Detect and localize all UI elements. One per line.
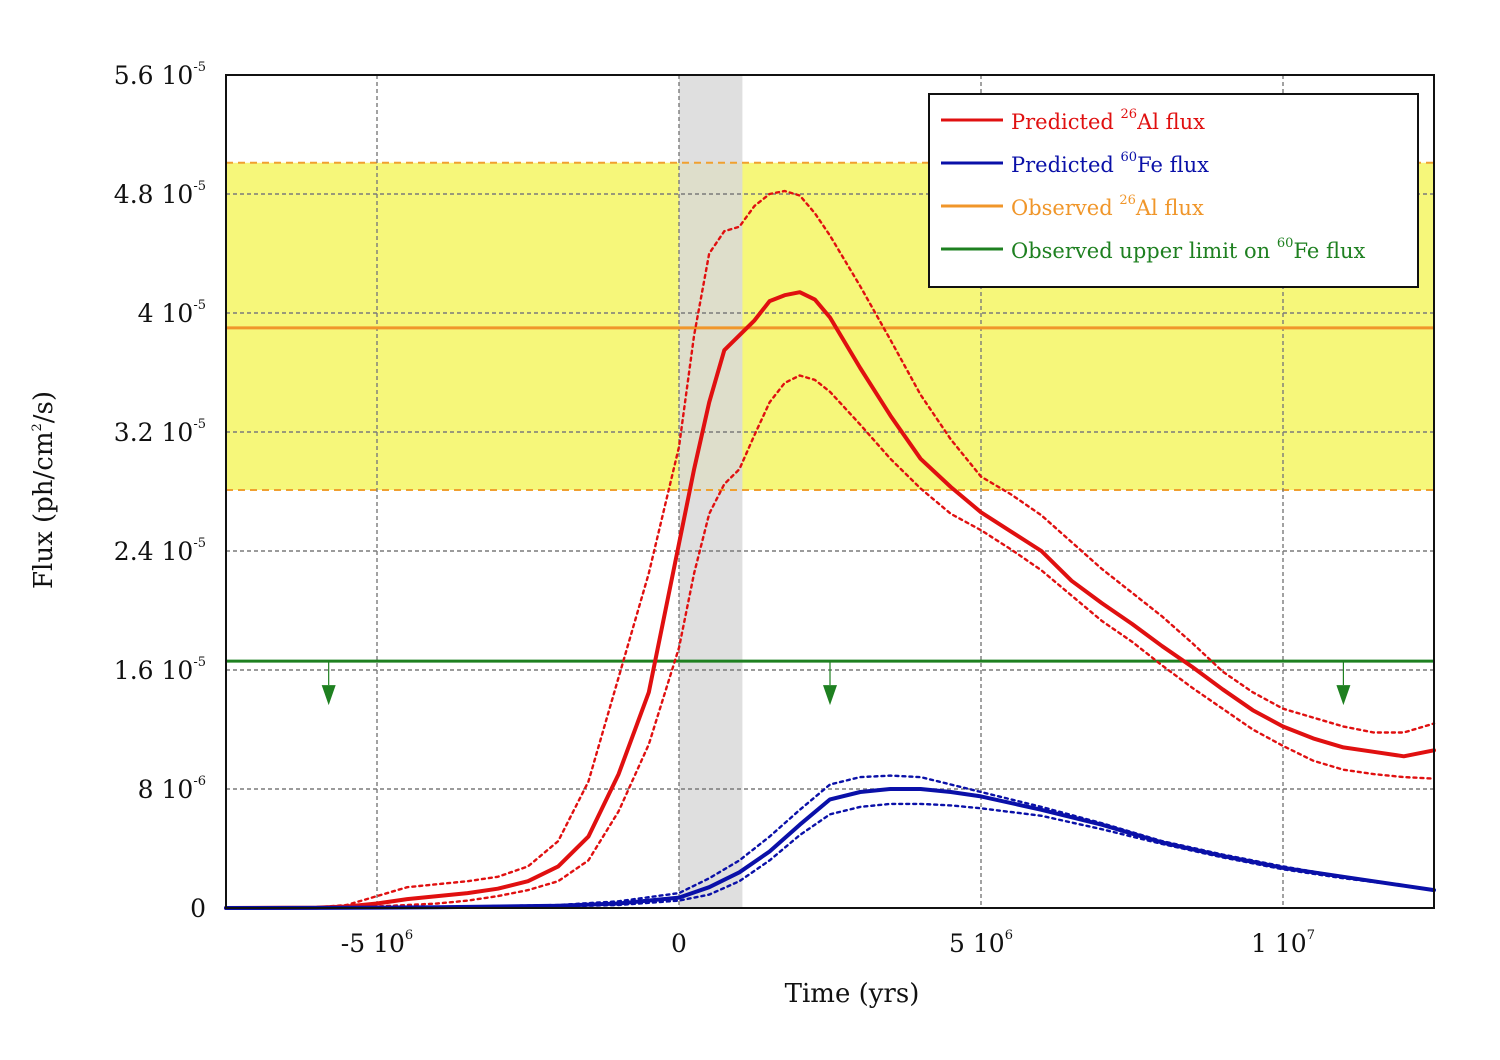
y-axis-title: Flux (ph/cm2/s)	[29, 391, 59, 589]
tick-labels: 0 8 10-6 1.6 10-5 2.4 10-5 3.2 10-5 4 10-5 4.8…	[114, 60, 1315, 958]
series-predicted-60fe-flux-upper-bound	[224, 774, 1436, 910]
y-axis-title-main: Flux (ph/cm	[29, 431, 59, 589]
legend: Predicted 26Al flux Predicted 60Fe flux Ob…	[928, 93, 1419, 288]
x-tick-label: -5 106	[341, 928, 413, 958]
series-predicted-60fe-flux	[224, 787, 1436, 910]
reference-lines	[226, 326, 1434, 706]
y-tick-label: 4 10-5	[138, 298, 206, 328]
series-lines	[224, 189, 1436, 910]
y-tick-label: 2.4 10-5	[114, 536, 206, 566]
series-predicted-26al-flux-upper-bound	[224, 189, 1436, 910]
legend-label: Predicted 60Fe flux	[1011, 150, 1209, 177]
x-tick-label: 5 106	[949, 928, 1013, 958]
series-predicted-26al-flux	[224, 290, 1436, 910]
legend-box	[928, 93, 1419, 288]
series-predicted-60fe-flux-lower-bound	[224, 802, 1436, 910]
y-tick-label: 8 10-6	[138, 774, 206, 804]
y-axis-title-exp: 2	[30, 423, 45, 431]
upper-limit-arrow-head	[1336, 685, 1351, 706]
y-axis-title-tail: /s)	[29, 391, 59, 423]
legend-label: Observed upper limit on 60Fe flux	[1011, 236, 1365, 263]
legend-label: Predicted 26Al flux	[1011, 107, 1205, 134]
legend-label: Observed 26Al flux	[1011, 193, 1204, 220]
y-tick-label: 1.6 10-5	[114, 655, 206, 685]
y-tick-label: 3.2 10-5	[114, 417, 206, 447]
series-predicted-26al-flux-lower-bound	[224, 374, 1436, 910]
y-tick-label: 4.8 10-5	[114, 179, 206, 209]
y-tick-label: 5.6 10-5	[114, 60, 206, 90]
x-axis-title: Time (yrs)	[785, 979, 920, 1009]
x-tick-label: 0	[671, 929, 687, 958]
plot-frame	[225, 74, 1435, 909]
upper-limit-arrow-head	[823, 685, 837, 706]
upper-limit-arrow-head	[321, 685, 336, 706]
plot-frame-border	[225, 74, 1435, 909]
x-tick-label: 1 107	[1251, 928, 1315, 958]
y-tick-label: 0	[190, 894, 206, 923]
